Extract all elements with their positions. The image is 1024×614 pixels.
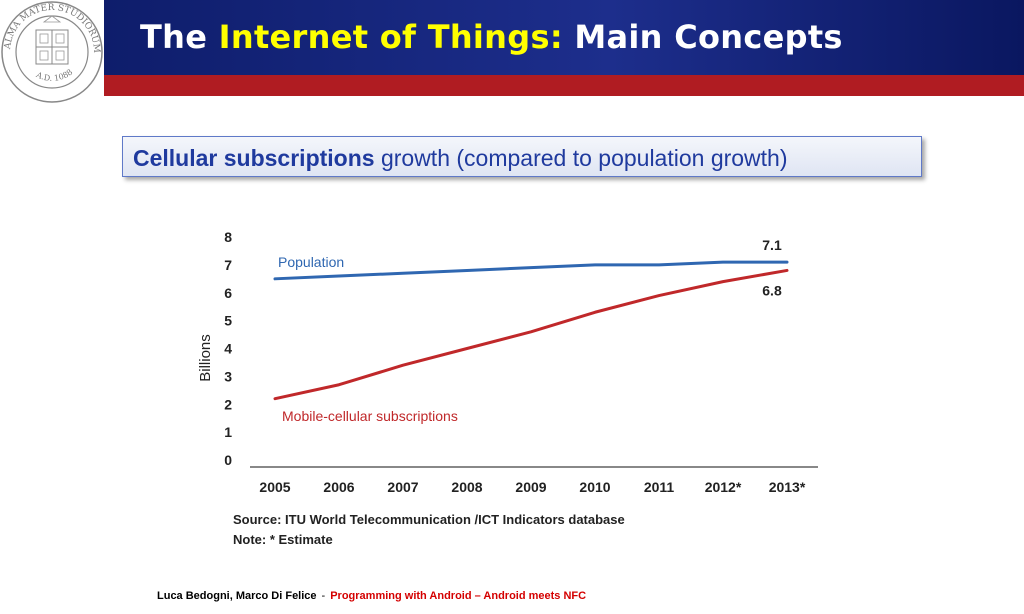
x-tick-label: 2008: [451, 479, 482, 495]
estimate-note: Note: * Estimate: [233, 532, 333, 547]
x-tick-label: 2007: [387, 479, 418, 495]
footer-talk-title: Programming with Android – Android meets…: [330, 590, 587, 602]
series-line-mobile-cellular: [273, 268, 789, 401]
title-prefix: The: [140, 18, 208, 56]
y-tick-label: 6: [224, 285, 232, 301]
series-line-population: [273, 260, 789, 281]
y-tick-label: 2: [224, 396, 232, 412]
y-axis-label: Billions: [197, 334, 214, 382]
series-name-label: Mobile-cellular subscriptions: [282, 408, 458, 424]
x-tick-label: 2009: [515, 479, 546, 495]
x-tick-label: 2006: [323, 479, 354, 495]
x-tick-label: 2010: [579, 479, 610, 495]
source-line: Source: ITU World Telecommunication /ICT…: [233, 512, 625, 527]
series-name-label: Population: [278, 254, 344, 270]
y-tick-label: 4: [224, 341, 232, 357]
subtitle-box: Cellular subscriptions growth (compared …: [122, 136, 922, 177]
y-tick-label: 7: [224, 257, 232, 273]
header-accent-bar: [104, 75, 1024, 96]
y-tick-label: 8: [224, 229, 232, 245]
title-highlight: Internet of Things:: [218, 18, 563, 56]
x-tick-label: 2005: [259, 479, 290, 495]
x-tick-label: 2012*: [705, 479, 742, 495]
y-tick-label: 0: [224, 452, 232, 468]
line-chart: Billions 0 1 2 3 4 5 6 7 8 2005 2006 2007 2008 2009 2…: [197, 229, 818, 495]
slide-footer: Luca Bedogni, Marco Di Felice - Programmin…: [157, 590, 586, 602]
university-seal-logo: ALMA MATER STUDIORUM A.D. 1088: [1, 1, 103, 103]
x-tick-label: 2013*: [769, 479, 806, 495]
title-suffix: Main Concepts: [574, 18, 843, 56]
subtitle-bold: Cellular subscriptions: [133, 145, 375, 171]
x-tick-label: 2011: [644, 479, 675, 495]
y-tick-label: 3: [224, 368, 232, 384]
subtitle-text: Cellular subscriptions growth (compared …: [133, 145, 788, 172]
subtitle-rest: growth (compared to population growth): [380, 145, 788, 171]
footer-separator: -: [321, 590, 326, 602]
series-end-value-label: 7.1: [762, 237, 782, 253]
chart-source-note: Source: ITU World Telecommunication /ICT…: [233, 510, 625, 550]
series-end-value-label: 6.8: [762, 282, 782, 298]
slide-title: The Internet of Things: Main Concepts: [140, 18, 843, 56]
header-band: [104, 0, 1024, 75]
y-tick-label: 1: [224, 424, 232, 440]
y-tick-label: 5: [224, 313, 232, 329]
footer-authors: Luca Bedogni, Marco Di Felice: [157, 590, 317, 602]
